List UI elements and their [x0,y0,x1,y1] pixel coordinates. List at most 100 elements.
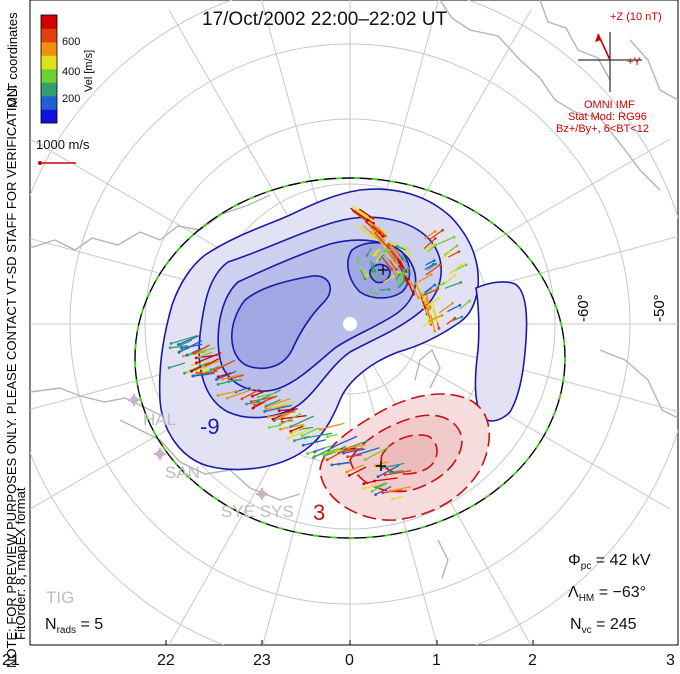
velocity-vector [218,372,232,378]
velocity-vector [397,245,407,251]
color-bar-block [41,15,57,29]
color-bar-block [41,55,57,70]
vector-origin [347,474,351,477]
vector-origin [249,400,253,403]
velocity-vector [254,395,278,407]
vector-count: Nvc = 245 [570,616,637,637]
vector-origin [289,429,293,433]
vector-origin [453,273,457,277]
vector-origin [376,475,380,479]
velocity-vector [435,282,445,288]
velocity-vector [320,422,345,431]
velocity-vector [170,345,188,349]
velocity-vector [360,267,366,279]
plot-frame [29,0,679,646]
vector-origin [390,497,394,501]
velocity-vector [444,281,462,289]
cross-polar-potential: Φpc = 42 kV [568,552,651,573]
imf-source-label: OMNI IMF [584,99,635,111]
vector-origin [401,267,405,271]
velocity-vector [358,208,374,219]
velocity-vector [387,241,399,254]
vector-origin [373,269,377,273]
color-bar-label: Vel [m/s] [83,49,95,92]
vector-origin [255,399,259,403]
velocity-vector [414,282,422,296]
velocity-vector [398,280,405,289]
velocity-vector [332,435,358,448]
vector-origin [289,432,293,436]
vector-origin [202,370,206,373]
velocity-vector [324,448,340,456]
velocity-vector [380,255,393,270]
mlt-tick-2: 2 [528,652,537,669]
vector-origin [263,410,267,413]
vector-origin [396,251,399,255]
vector-origin [395,268,398,271]
vector-origin [460,315,464,319]
vector-origin [330,463,334,467]
velocity-vector [403,245,412,253]
velocity-vector [375,486,392,496]
vector-origin [326,435,329,438]
velocity-vector [192,372,215,377]
vector-origin [363,277,367,281]
velocity-vector [210,365,221,371]
velocity-vector [416,283,425,300]
velocity-vector [369,260,374,272]
vector-origin [417,296,420,300]
velocity-vector [364,446,391,461]
vector-origin [277,409,281,413]
vector-origin [398,273,401,276]
vector-origin [373,479,376,483]
velocity-vector [264,404,292,413]
vector-origin [371,270,375,273]
velocity-vector [346,464,364,473]
coastlines [30,0,678,579]
velocity-vector [371,482,388,492]
imf-z-label: +Z (10 nT) [610,11,662,23]
velocity-vector [425,297,431,310]
potential-max-marker [376,461,386,471]
vector-origin [453,316,457,320]
vector-origin [451,301,454,305]
color-bar-block [41,42,57,56]
velocity-vector [443,245,458,256]
vector-origin [387,246,390,250]
velocity-vector [448,263,463,276]
vector-origin [192,352,196,355]
mlt-tick-3: 3 [666,652,675,669]
vector-origin [395,259,398,263]
vector-origin [179,343,183,347]
vector-origin [433,283,437,287]
vector-origin [365,253,369,257]
color-bar-frame [40,14,58,124]
velocity-vector [363,484,381,490]
velocity-vector [402,269,406,280]
velocity-vector [437,236,455,245]
vector-origin [412,292,415,296]
vector-origin [390,267,394,271]
velocity-vector [343,448,366,454]
potential-min-marker [378,265,388,275]
vector-origin [437,327,441,330]
velocity-vector [227,388,254,399]
vector-origin [375,292,379,296]
velocity-vector [426,263,437,271]
vector-origin [405,277,409,281]
magnetic-pole-marker [343,317,357,331]
vector-origin [365,274,369,278]
velocity-vector [446,317,456,325]
vector-origin [176,343,180,346]
velocity-vector [441,274,456,287]
vector-origin [457,250,461,254]
vector-origin [366,218,370,222]
vector-origin [264,407,268,411]
color-bar-block [41,69,57,83]
vector-origin [318,428,322,431]
color-bar-tick-600: 600 [62,36,81,48]
vector-origin [381,235,385,238]
vector-origin [434,243,438,247]
velocity-vector [258,392,276,398]
velocity-vector [290,425,304,432]
